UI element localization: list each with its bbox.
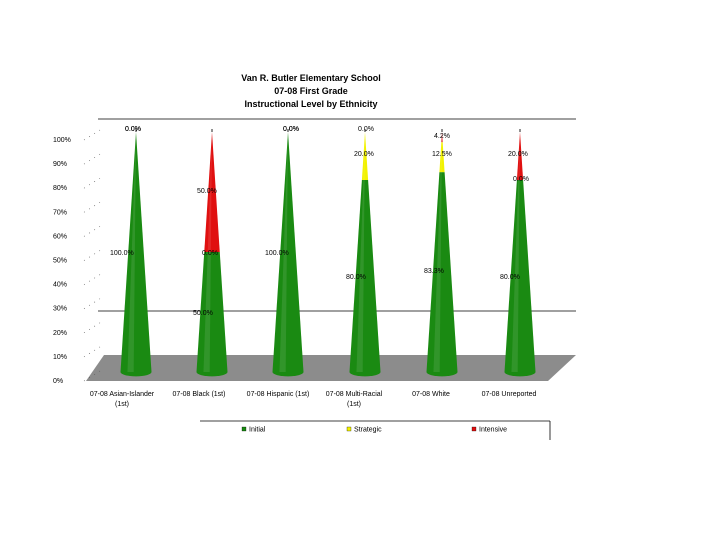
legend-label: Intensive [479, 427, 507, 434]
chart-title-line-3: Instructional Level by Ethnicity [244, 99, 377, 109]
y-gridline [83, 298, 101, 309]
cone [196, 129, 228, 377]
cone-segment-initial [349, 180, 381, 377]
data-label-strategic: 0.0% [513, 176, 529, 183]
category-label: 07-08 Unreported [482, 391, 537, 398]
cone-segment-strategic [439, 142, 445, 173]
data-label-strategic: 12.5% [432, 151, 452, 158]
y-tick-label: 100% [53, 137, 71, 144]
cone-highlight [127, 132, 136, 372]
cone [120, 129, 152, 377]
y-tick-label: 0% [53, 378, 63, 385]
category-label: 07-08 Asian-Islander [90, 391, 155, 398]
legend-item-intensive: Intensive [471, 426, 507, 434]
chart-title-line-2: 07-08 First Grade [274, 86, 348, 96]
category-label: (1st) [347, 401, 361, 408]
data-label-initial: 50.0% [193, 310, 213, 317]
cone-highlight [511, 132, 520, 372]
cone-segment-initial [426, 172, 458, 377]
y-gridline [83, 177, 101, 189]
cone-segment-intensive [516, 132, 524, 180]
category-labels: 07-08 Asian-Islander (1st) 07-08 Black (1s… [90, 391, 537, 408]
chart-floor [86, 355, 576, 381]
data-label-intensive: 0.0% [125, 126, 141, 133]
legend-label: Strategic [354, 427, 382, 434]
category-label: 07-08 Multi-Racial [326, 391, 383, 398]
y-tick-label: 80% [53, 185, 67, 192]
legend: Initial Strategic Intensive [200, 420, 551, 440]
cone-highlight [203, 132, 212, 372]
cone-highlight [356, 132, 365, 372]
y-gridline [83, 129, 101, 141]
y-gridline [83, 346, 101, 358]
cone-segment-intensive [204, 132, 220, 252]
y-tick-label: 30% [53, 306, 67, 313]
cone [349, 129, 381, 377]
legend-item-initial: Initial [241, 426, 266, 434]
category-label: 07-08 Hispanic (1st) [247, 391, 310, 398]
y-axis: 0% 10% 20% 30% 40% 50% 60% 70% 80% 90% 100% [53, 129, 101, 385]
legend-item-strategic: Strategic [346, 426, 382, 434]
legend-swatch [346, 426, 352, 432]
legend-swatch [471, 426, 477, 432]
chart-title: Van R. Butler Elementary School 07-08 Fi… [241, 73, 381, 109]
cone-segment-initial [272, 132, 304, 377]
category-label: (1st) [115, 401, 129, 408]
cone-highlight [279, 132, 288, 372]
data-label-initial: 100.0% [265, 250, 289, 257]
cone [426, 129, 458, 377]
data-labels: 100.0% 0.0% 0.0% 50.0% 0.0% 50.0% 100.0% 0.0% 0.… [110, 126, 529, 317]
y-gridline [83, 153, 101, 165]
data-label-intensive: 4.2% [434, 133, 450, 140]
data-label-initial: 83.3% [424, 268, 444, 275]
data-label-intensive: 0.0% [358, 126, 374, 133]
cones [120, 129, 536, 377]
cone-highlight [433, 132, 442, 372]
data-label-intensive: 50.0% [197, 188, 217, 195]
chart-title-line-1: Van R. Butler Elementary School [241, 73, 381, 83]
y-gridline [83, 202, 101, 213]
cone-segment-initial [196, 252, 228, 377]
y-tick-label: 20% [53, 330, 67, 337]
data-label-strategic: 20.0% [354, 151, 374, 158]
data-label-initial: 80.0% [500, 274, 520, 281]
data-label-strategic: 0.0% [202, 250, 218, 257]
legend-swatch [241, 426, 247, 432]
y-tick-label: 40% [53, 282, 67, 289]
y-gridline [83, 226, 101, 237]
data-label-initial: 100.0% [110, 250, 134, 257]
cone-segment-initial [504, 180, 536, 377]
cone-segment-initial [120, 132, 152, 377]
y-tick-label: 60% [53, 233, 67, 240]
y-tick-label: 70% [53, 209, 67, 216]
cone-segment-intensive [441, 132, 443, 143]
y-gridline [83, 322, 101, 334]
data-label-initial: 80.0% [346, 274, 366, 281]
y-gridline [83, 274, 101, 285]
data-label-intensive: 20.0% [508, 151, 528, 158]
category-label: 07-08 Black (1st) [173, 391, 226, 398]
legend-label: Initial [249, 427, 266, 434]
y-tick-label: 10% [53, 354, 67, 361]
cone [504, 129, 536, 377]
y-tick-label: 90% [53, 161, 67, 168]
category-label: 07-08 White [412, 391, 450, 398]
cone-segment-strategic [361, 132, 369, 180]
data-label-intensive: 0.0% [283, 126, 299, 133]
data-label-strategic: 0.0% [283, 126, 299, 133]
data-label-strategic: 0.0% [125, 126, 141, 133]
y-tick-label: 50% [53, 258, 67, 265]
y-gridline [83, 250, 101, 261]
cone [272, 129, 304, 377]
